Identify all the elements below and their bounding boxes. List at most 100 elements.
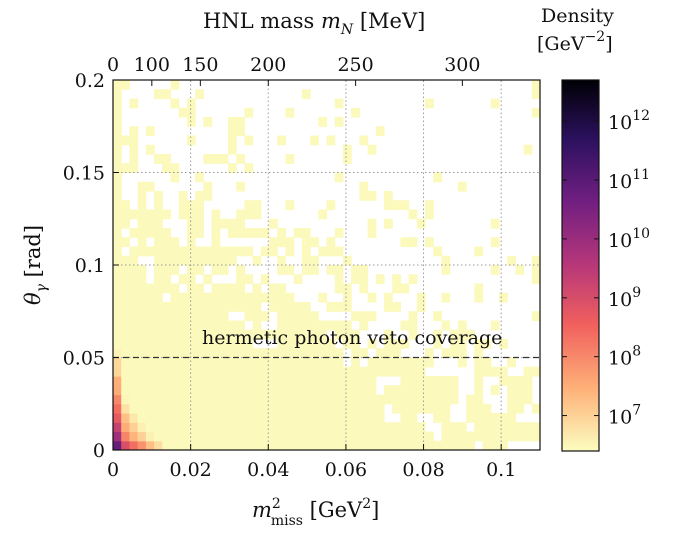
heatmap-cell <box>170 163 180 174</box>
heatmap-cell <box>507 403 516 414</box>
heatmap-cell <box>326 339 336 349</box>
heatmap-cell <box>531 311 540 322</box>
heatmap-cell <box>433 329 443 340</box>
heatmap-cell <box>523 366 533 377</box>
heatmap-cell <box>178 385 188 396</box>
heatmap-cell <box>244 394 254 405</box>
heatmap-cell <box>145 181 155 192</box>
heatmap-cell <box>154 209 163 220</box>
heatmap-cell <box>227 302 237 312</box>
heatmap-cell <box>441 385 451 396</box>
heatmap-cell <box>170 357 180 368</box>
heatmap-cell <box>392 339 401 349</box>
heatmap-cell <box>129 209 139 220</box>
heatmap-cell <box>227 144 237 155</box>
heatmap-cell <box>408 329 418 340</box>
heatmap-cell <box>129 394 139 405</box>
heatmap-cell <box>129 376 139 386</box>
heatmap-cell <box>351 366 360 377</box>
heatmap-cell <box>162 302 172 312</box>
heatmap-cell <box>211 218 221 229</box>
heatmap-cell <box>523 431 533 442</box>
heatmap-cell <box>244 422 254 433</box>
heatmap-cell <box>244 302 254 312</box>
heatmap-cell <box>121 348 131 359</box>
heatmap-cell <box>178 302 188 312</box>
heatmap-cell <box>113 181 122 192</box>
heatmap-cell <box>121 376 131 386</box>
heatmap-cell <box>359 191 369 201</box>
heatmap-cell <box>318 357 328 368</box>
heatmap-cell <box>113 283 122 294</box>
heatmap-cell <box>433 403 443 414</box>
heatmap-cell <box>301 366 311 377</box>
heatmap-cell <box>310 348 319 359</box>
heatmap-cell <box>113 80 122 90</box>
heatmap-cell <box>301 348 311 359</box>
heatmap-cell <box>129 255 139 266</box>
heatmap-cell <box>227 283 237 294</box>
heatmap-cell <box>236 246 245 257</box>
heatmap-cell <box>113 144 122 155</box>
heatmap-cell <box>178 311 188 322</box>
heatmap-cell <box>162 394 172 405</box>
heatmap-cell <box>334 329 344 340</box>
heatmap-cell <box>203 320 213 331</box>
heatmap-cell <box>260 422 270 433</box>
heatmap-cell <box>129 366 139 377</box>
heatmap-cell <box>490 237 500 248</box>
heatmap-cell <box>416 292 426 303</box>
heatmap-cell <box>433 172 443 183</box>
heatmap-cell <box>129 311 139 322</box>
heatmap-cell <box>334 283 344 294</box>
heatmap-cell <box>145 283 155 294</box>
heatmap-cell <box>318 440 328 450</box>
heatmap-cell <box>408 440 418 450</box>
heatmap-cell <box>186 200 196 211</box>
heatmap-cell <box>351 403 360 414</box>
heatmap-cell <box>186 413 196 423</box>
heatmap-cell <box>269 246 278 257</box>
heatmap-cell <box>178 200 188 211</box>
heatmap-cell <box>236 376 245 386</box>
heatmap-cell <box>416 422 426 433</box>
heatmap-cell <box>425 357 434 368</box>
heatmap-cell <box>211 154 221 164</box>
heatmap-cell <box>121 394 131 405</box>
heatmap-cell <box>301 422 311 433</box>
heatmap-cell <box>137 366 147 377</box>
heatmap-cell <box>195 376 204 386</box>
heatmap-cell <box>154 246 163 257</box>
heatmap-cell <box>474 366 484 377</box>
heatmap-cell <box>154 357 163 368</box>
heatmap-cell <box>121 339 131 349</box>
x-tick-label: 0.1 <box>486 459 516 481</box>
heatmap-cell <box>178 422 188 433</box>
heatmap-cell <box>523 422 533 433</box>
heatmap-cell <box>351 329 360 340</box>
heatmap-cell <box>359 265 369 275</box>
heatmap-cell <box>433 376 443 386</box>
y-tick-label: 0.1 <box>75 255 105 277</box>
heatmap-cell <box>326 348 336 359</box>
heatmap-cell <box>318 292 328 303</box>
heatmap-cell <box>318 422 328 433</box>
heatmap-cell <box>186 209 196 220</box>
heatmap-cell <box>236 339 245 349</box>
heatmap-cell <box>277 228 287 238</box>
heatmap-cell <box>326 376 336 386</box>
heatmap-cell <box>170 283 180 294</box>
heatmap-cell <box>342 292 352 303</box>
heatmap-cell <box>334 265 344 275</box>
heatmap-cell <box>441 440 451 450</box>
heatmap-cell <box>203 376 213 386</box>
heatmap-cell <box>449 431 459 442</box>
heatmap-cell <box>195 228 204 238</box>
heatmap-cell <box>515 385 525 396</box>
heatmap-cell <box>178 403 188 414</box>
heatmap-cell <box>227 255 237 266</box>
heatmap-cell <box>531 107 540 118</box>
heatmap-cell <box>211 255 221 266</box>
heatmap-cell <box>318 376 328 386</box>
heatmap-cell <box>285 385 295 396</box>
